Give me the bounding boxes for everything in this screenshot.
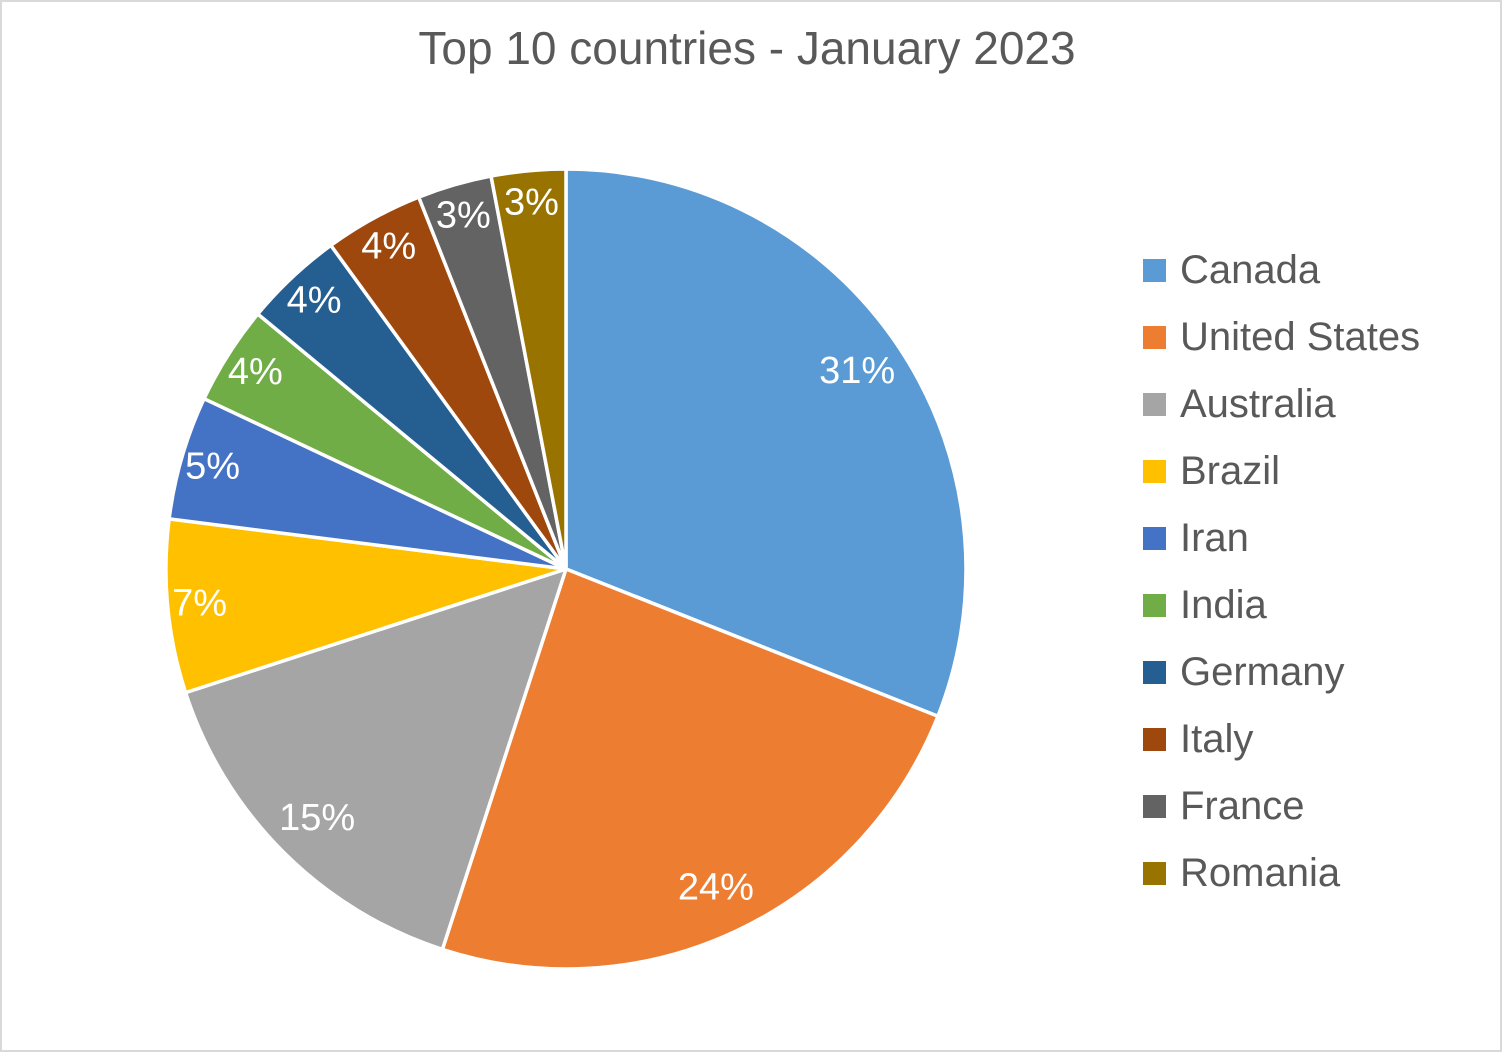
pie-slice-romania — [489, 167, 568, 571]
chart-title: Top 10 countries - January 2023 — [418, 22, 1076, 74]
legend-marker-india — [1143, 593, 1166, 617]
legend-item-italy: Italy — [1143, 717, 1420, 761]
data-label-germany: 4% — [287, 280, 342, 322]
legend-item-united-states: United States — [1143, 315, 1420, 359]
data-label-australia: 15% — [279, 797, 355, 839]
legend-item-iran: Iran — [1143, 516, 1420, 560]
pie-slice-united-states — [440, 567, 940, 971]
legend-label-germany: Germany — [1180, 650, 1345, 694]
legend-item-brazil: Brazil — [1143, 449, 1420, 493]
pie-slice-australia — [183, 567, 568, 952]
data-label-united-states: 24% — [678, 867, 754, 909]
legend-item-germany: Germany — [1143, 650, 1420, 694]
legend-item-australia: Australia — [1143, 382, 1420, 426]
legend-marker-iran — [1143, 526, 1166, 550]
legend: Canada United States Australia Brazil Iran In… — [1143, 248, 1420, 895]
legend-item-canada: Canada — [1143, 248, 1420, 292]
data-label-italy: 4% — [361, 226, 416, 268]
legend-marker-romania — [1143, 861, 1166, 885]
legend-marker-australia — [1143, 392, 1166, 416]
data-label-iran: 5% — [185, 445, 240, 487]
data-label-france: 3% — [436, 195, 491, 237]
legend-marker-canada — [1143, 258, 1166, 282]
pie-slice-brazil — [164, 517, 568, 695]
data-label-brazil: 7% — [172, 583, 227, 625]
legend-label-italy: Italy — [1180, 717, 1254, 761]
data-label-india: 4% — [228, 351, 283, 393]
legend-item-france: France — [1143, 784, 1420, 828]
data-label-canada: 31% — [819, 350, 895, 392]
legend-item-romania: Romania — [1143, 851, 1420, 895]
legend-label-romania: Romania — [1180, 851, 1341, 895]
pie-slice-canada — [564, 167, 968, 718]
legend-marker-france — [1143, 794, 1166, 818]
legend-marker-germany — [1143, 660, 1166, 684]
legend-label-united-states: United States — [1180, 315, 1421, 359]
legend-marker-italy — [1143, 727, 1166, 751]
legend-label-india: India — [1180, 583, 1267, 627]
legend-label-brazil: Brazil — [1180, 449, 1281, 493]
legend-marker-brazil — [1143, 459, 1166, 483]
legend-label-australia: Australia — [1180, 382, 1336, 426]
legend-label-canada: Canada — [1180, 248, 1321, 292]
legend-label-france: France — [1180, 784, 1305, 828]
legend-marker-united-states — [1143, 325, 1166, 349]
data-label-romania: 3% — [504, 182, 559, 224]
legend-label-iran: Iran — [1180, 516, 1249, 560]
legend-item-india: India — [1143, 583, 1420, 627]
